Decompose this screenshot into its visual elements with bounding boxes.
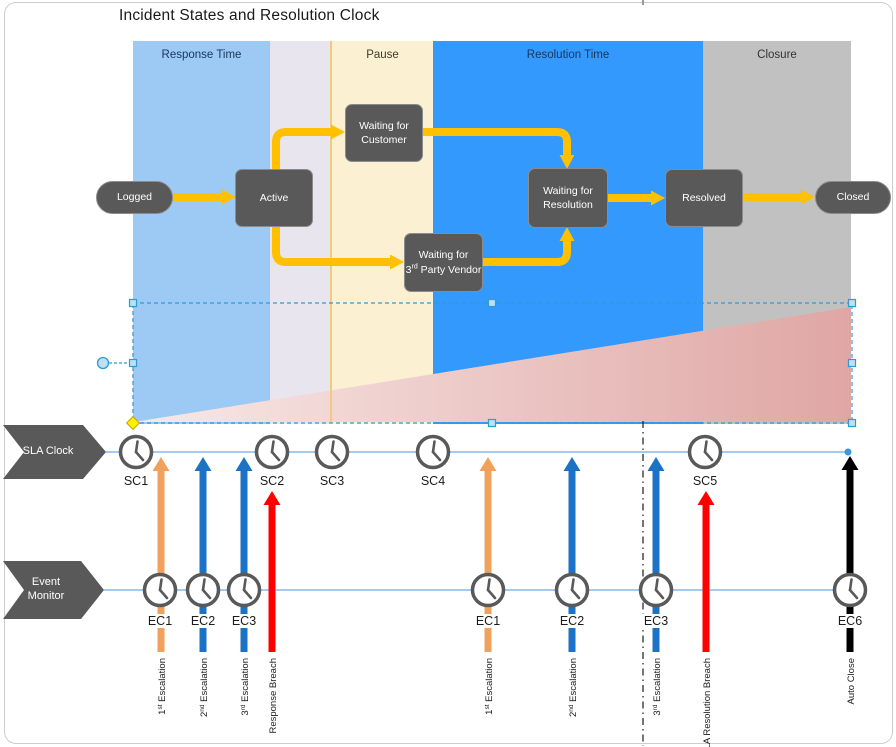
clock-sc2-sla-2[interactable] — [254, 434, 290, 470]
event-arrow-label-1st-escalation: 1st Escalation — [157, 658, 168, 715]
clock-label-ec6-event-7: EC6 — [835, 614, 865, 628]
selection-handle-bottom-center[interactable] — [487, 418, 497, 428]
connector-active-waiting-vendor[interactable] — [272, 227, 404, 270]
event-arrow-response-breach-4[interactable] — [263, 491, 281, 652]
event-monitor-chevron[interactable] — [3, 561, 104, 619]
band-label-response-time: Response Time — [161, 49, 242, 61]
connector-logged-active[interactable] — [173, 189, 236, 205]
clock-label-ec1-event-4: EC1 — [473, 614, 503, 628]
gradient-triangle-shape[interactable] — [134, 307, 851, 422]
divider-top-tick — [642, 0, 644, 5]
state-waiting-for-3rd-party-vendor[interactable]: Waiting for 3rd Party Vendor — [404, 233, 483, 292]
selection-handle-left-middle[interactable] — [128, 358, 138, 368]
event-arrow-label-2nd-escalation: 2nd Escalation — [199, 658, 210, 717]
event-arrow-label-response-breach: Response Breach — [268, 658, 279, 734]
clock-label-sc4-sla-4: SC4 — [420, 474, 446, 488]
sla-clock-chevron-label: SLA Clock — [22, 445, 74, 457]
clock-ec1-event-1[interactable] — [142, 572, 178, 608]
clock-label-sc1-sla-1: SC1 — [123, 474, 149, 488]
state-label-active: Active — [259, 191, 289, 204]
state-waiting-for-resolution[interactable]: Waiting for Resolution — [528, 168, 608, 228]
clock-label-sc2-sla-2: SC2 — [259, 474, 285, 488]
timeline-end-dot — [844, 448, 852, 456]
state-label-resolved: Resolved — [682, 191, 726, 204]
clock-sc1-sla-1[interactable] — [118, 434, 154, 470]
begin-point-handle[interactable] — [125, 415, 141, 431]
state-label-closed: Closed — [836, 191, 870, 204]
event-arrow-label-3rd-escalation: 3rd Escalation — [240, 658, 251, 716]
connection-point-handle[interactable] — [96, 356, 110, 370]
state-label-waiting-for-customer: Waiting for Customer — [359, 119, 409, 146]
page-title: Incident States and Resolution Clock — [119, 7, 380, 24]
clock-label-ec2-event-5: EC2 — [557, 614, 587, 628]
selection-handle-top-left[interactable] — [128, 298, 138, 308]
band-label-closure: Closure — [757, 49, 797, 61]
clock-label-ec2-event-2: EC2 — [188, 614, 218, 628]
clock-ec6-event-7[interactable] — [832, 572, 868, 608]
clock-label-ec1-event-1: EC1 — [145, 614, 175, 628]
clock-label-ec3-event-6: EC3 — [641, 614, 671, 628]
state-closed[interactable]: Closed — [815, 181, 891, 214]
clock-ec3-event-6[interactable] — [638, 572, 674, 608]
clock-sc3-sla-3[interactable] — [314, 434, 350, 470]
clock-label-sc3-sla-3: SC3 — [319, 474, 345, 488]
event-arrow-label-1st-escalation: 1st Escalation — [484, 658, 495, 715]
clock-ec2-event-2[interactable] — [185, 572, 221, 608]
state-active[interactable]: Active — [235, 169, 313, 227]
selection-handle-top-center[interactable] — [487, 298, 497, 308]
connector-waiting-resolution-resolved[interactable] — [608, 190, 665, 206]
band-label-resolution-time: Resolution Time — [526, 49, 610, 61]
clock-sc4-sla-4[interactable] — [415, 434, 451, 470]
event-arrow-label-3rd-escalation: 3rd Escalation — [652, 658, 663, 716]
clock-sc5-sla-5[interactable] — [687, 434, 723, 470]
band-label-pause: Pause — [366, 49, 399, 61]
state-label-logged: Logged — [116, 191, 153, 204]
state-waiting-for-customer[interactable]: Waiting for Customer — [345, 104, 423, 162]
clock-label-sc5-sla-5: SC5 — [692, 474, 718, 488]
sla-clock-chevron[interactable] — [3, 425, 106, 479]
state-resolved[interactable]: Resolved — [665, 169, 743, 227]
connector-active-waiting-customer[interactable] — [272, 124, 345, 170]
state-label-waiting-for-3rd-party-vendor: Waiting for 3rd Party Vendor — [405, 249, 482, 276]
connector-waiting-customer-waiting-resolution[interactable] — [423, 128, 575, 169]
event-monitor-chevron-label: Event Monitor — [27, 576, 65, 602]
band-response-time[interactable] — [133, 41, 270, 424]
event-arrow-label-2nd-escalation: 2nd Escalation — [568, 658, 579, 717]
event-arrow-label-sla-resolution-breach: SLA Resolution Breach — [702, 658, 713, 747]
clock-ec1-event-4[interactable] — [470, 572, 506, 608]
selection-handle-bottom-right[interactable] — [847, 418, 857, 428]
selection-handle-top-right[interactable] — [847, 298, 857, 308]
state-logged[interactable]: Logged — [96, 181, 173, 214]
selection-handle-right-middle[interactable] — [847, 358, 857, 368]
event-arrow-label-auto-close: Auto Close — [846, 658, 857, 704]
clock-label-ec3-event-3: EC3 — [229, 614, 259, 628]
clock-ec2-event-5[interactable] — [554, 572, 590, 608]
connector-waiting-vendor-waiting-resolution[interactable] — [483, 227, 575, 266]
connector-resolved-closed[interactable] — [743, 189, 815, 205]
clock-ec3-event-3[interactable] — [226, 572, 262, 608]
state-label-waiting-for-resolution: Waiting for Resolution — [543, 184, 593, 211]
event-arrow-sla-resolution-breach-8[interactable] — [697, 491, 715, 652]
